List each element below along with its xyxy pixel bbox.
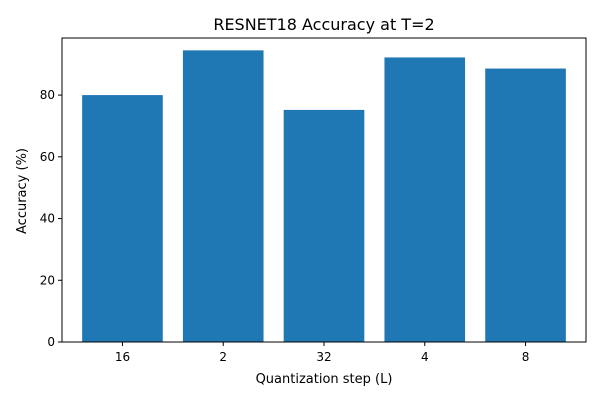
y-tick-label: 40 [40,212,55,226]
y-tick-label: 0 [47,335,55,349]
y-axis-label: Accuracy (%) [15,148,30,234]
bar-2 [182,50,264,342]
x-tick-label: 16 [115,350,130,364]
x-tick-label: 8 [522,350,530,364]
y-axis-ticks: 0 20 40 60 80 [40,88,62,349]
bar-4 [384,57,466,342]
x-tick-label: 2 [219,350,227,364]
y-tick-label: 80 [40,88,55,102]
x-tick-label: 32 [316,350,331,364]
x-axis-label: Quantization step (L) [256,372,393,387]
bar-32 [283,109,365,342]
y-tick-label: 60 [40,150,55,164]
chart-title: RESNET18 Accuracy at T=2 [213,15,434,34]
y-tick-label: 20 [40,273,55,287]
x-axis-ticks: 16 2 32 4 8 [115,342,530,364]
bar-16 [82,95,163,343]
bars-group [82,50,566,343]
x-tick-label: 4 [421,350,429,364]
bar-8 [485,68,566,342]
plot-frame [61,37,587,343]
